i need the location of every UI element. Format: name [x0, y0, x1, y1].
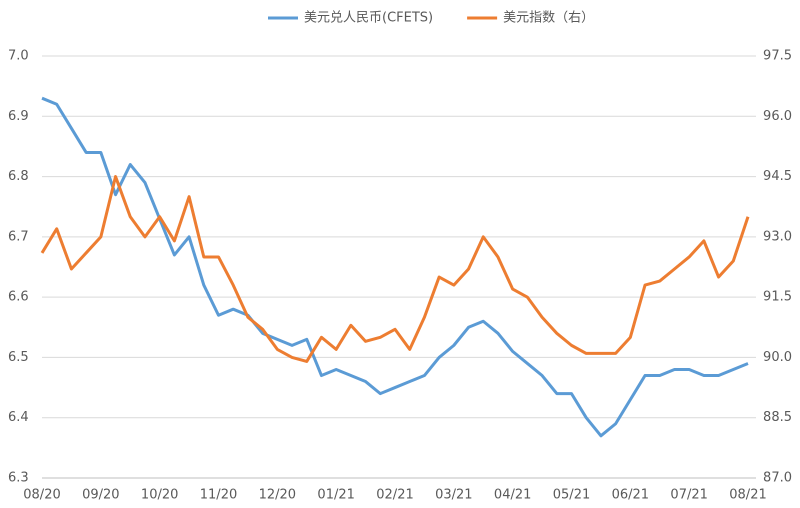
y-tick-label: 6.7: [8, 229, 29, 244]
y2-tick-label: 94.5: [763, 169, 792, 184]
x-tick-label: 10/20: [141, 488, 178, 503]
x-tick-label: 02/21: [376, 488, 413, 503]
x-tick-label: 04/21: [494, 488, 531, 503]
y2-tick-label: 90.0: [763, 350, 792, 365]
y2-tick-label: 87.0: [763, 471, 792, 486]
y-tick-label: 6.4: [8, 410, 29, 425]
x-tick-label: 08/21: [729, 488, 766, 503]
x-tick-label: 05/21: [553, 488, 590, 503]
x-tick-label: 12/20: [259, 488, 296, 503]
series-line: [40, 175, 750, 363]
y2-tick-label: 97.5: [763, 49, 792, 64]
x-tick-label: 01/21: [317, 488, 354, 503]
y2-tick-label: 91.5: [763, 290, 792, 305]
x-tick-label: 07/21: [670, 488, 707, 503]
x-tick-label: 08/20: [23, 488, 60, 503]
y2-tick-label: 96.0: [763, 109, 792, 124]
x-tick-label: 06/21: [612, 488, 649, 503]
y-tick-label: 6.8: [8, 169, 29, 184]
series-line: [41, 96, 749, 438]
legend-label: 美元指数（右）: [503, 11, 594, 26]
x-tick-label: 11/20: [200, 488, 237, 503]
y-tick-label: 6.5: [8, 350, 29, 365]
y-tick-label: 6.9: [8, 109, 29, 124]
x-tick-label: 09/20: [82, 488, 119, 503]
y-tick-label: 6.6: [8, 290, 29, 305]
x-tick-label: 03/21: [435, 488, 472, 503]
y2-tick-label: 88.5: [763, 410, 792, 425]
y-tick-label: 6.3: [8, 471, 29, 486]
legend-label: 美元兑人民币(CFETS): [304, 11, 433, 26]
y-tick-label: 7.0: [8, 49, 29, 64]
y2-tick-label: 93.0: [763, 229, 792, 244]
